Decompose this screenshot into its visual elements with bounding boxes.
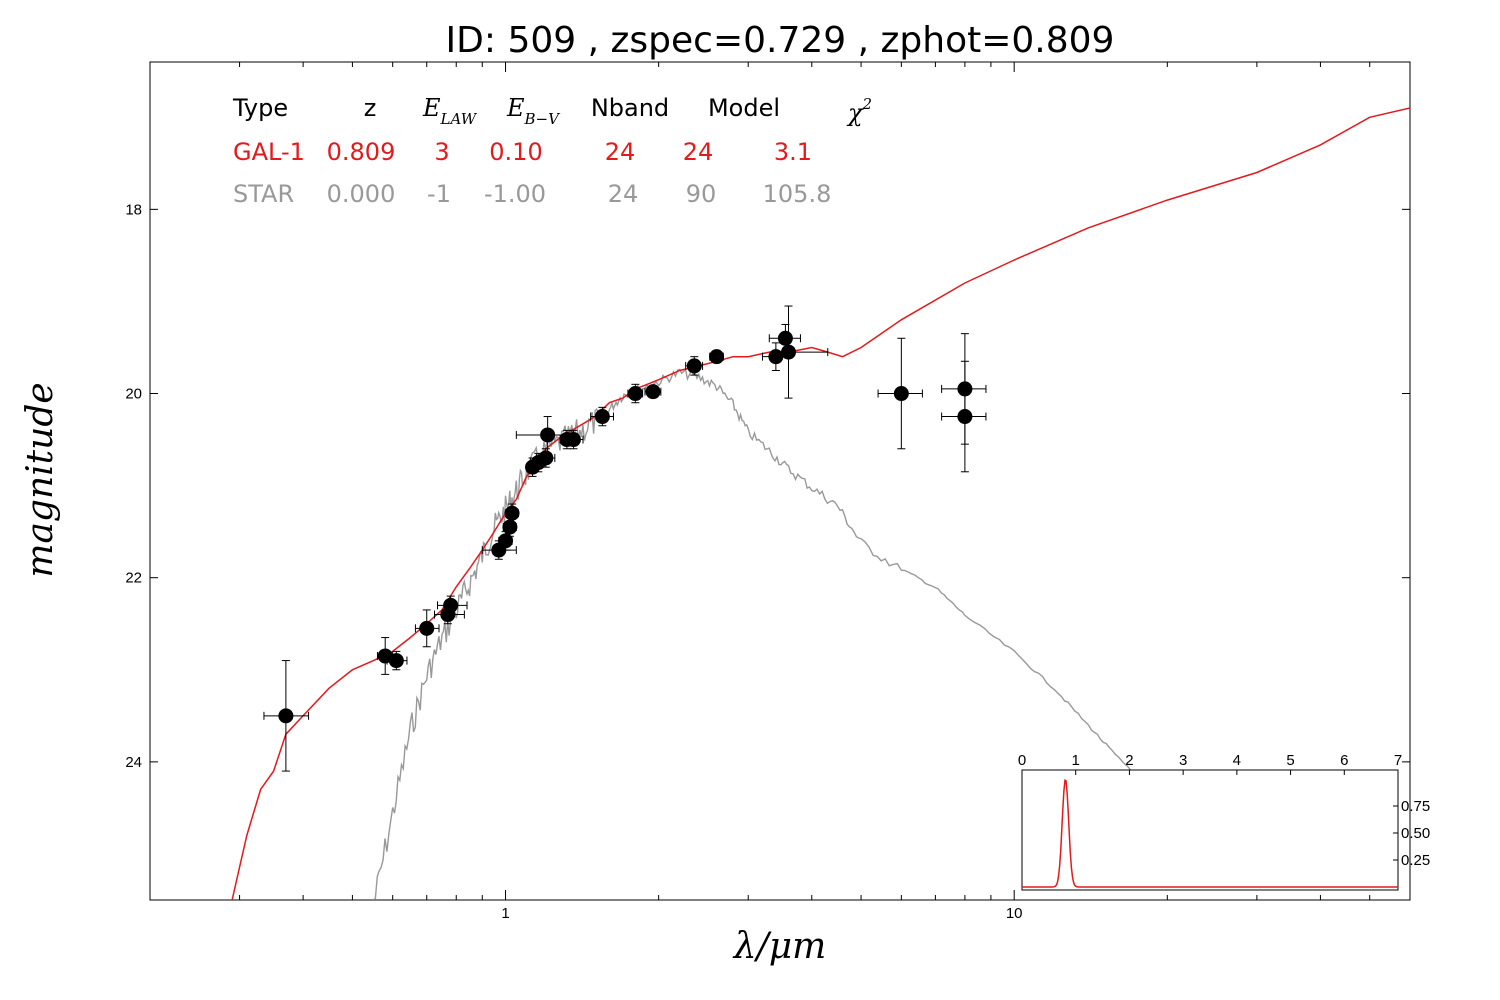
star-nband: 24 [608, 180, 639, 208]
photometry-marker [645, 384, 661, 400]
inset-frame [1021, 769, 1399, 891]
inset-x-tick-label: 2 [1125, 752, 1133, 769]
photometry-point [504, 503, 520, 523]
gal-model: 24 [683, 138, 714, 166]
inset-x-tick-label: 7 [1394, 752, 1402, 769]
photometry-marker [540, 427, 556, 443]
inset-x-tick-label: 1 [1072, 752, 1080, 769]
photometry-marker [709, 349, 725, 365]
photometry-point [263, 660, 310, 772]
photometry-point [437, 595, 468, 616]
star-ebv: -1.00 [484, 180, 546, 208]
photometry-marker [781, 344, 797, 360]
photometry-point [590, 406, 614, 427]
photometry-marker [565, 432, 581, 448]
gal-type: GAL-1 [233, 138, 305, 166]
photometry-marker [777, 330, 793, 346]
header-chi2: χ2 [846, 95, 872, 127]
photometry-marker [957, 409, 973, 425]
star-z: 0.000 [327, 180, 396, 208]
gal-z: 0.809 [327, 138, 396, 166]
y-tick-label: 24 [125, 754, 142, 771]
photometry-marker [893, 386, 909, 402]
inset-x-tick-label: 4 [1233, 752, 1241, 769]
inset-x-tick-label: 0 [1018, 752, 1026, 769]
photometry-points [263, 305, 987, 772]
photometry-point [941, 360, 987, 473]
header-ebv: EB−V [506, 94, 561, 128]
gal-fit-row: GAL-1 0.809 3 0.10 24 24 3.1 [233, 138, 812, 166]
photometry-marker [419, 620, 435, 636]
header-nband: Nband [591, 94, 669, 122]
header-elaw: ELAW [422, 94, 478, 128]
star-model: 90 [686, 180, 717, 208]
photometry-point [775, 305, 829, 399]
photometry-marker [278, 708, 294, 724]
photometry-point [386, 650, 408, 671]
photometry-point [535, 448, 556, 468]
header-type: Type [232, 94, 288, 122]
y-axis-label: magnitude [20, 382, 61, 577]
photometry-marker [768, 349, 784, 365]
photometry-point [376, 637, 394, 675]
star-fit-row: STAR 0.000 -1 -1.00 24 90 105.8 [233, 180, 831, 208]
photometry-point [768, 323, 801, 353]
photometry-marker [504, 505, 520, 521]
gal-elaw: 3 [434, 138, 449, 166]
inset-x-tick-label: 3 [1179, 752, 1187, 769]
plot-frame [149, 61, 1411, 901]
fit-summary-table: Type z ELAW EB−V Nband Model χ2 GAL-1 0.… [232, 94, 872, 208]
x-axis-ticks: 1 10 [149, 62, 1411, 922]
photometry-point [627, 383, 644, 404]
photometry-point [685, 356, 704, 376]
photometry-marker [388, 653, 404, 669]
inset-x-tick-label: 5 [1286, 752, 1294, 769]
inset-y-tick-label: 0.75 [1401, 798, 1430, 815]
photometry-marker [502, 519, 518, 535]
photometry-point [761, 342, 790, 371]
photometry-marker [594, 409, 610, 425]
inset-x-ticks: 0 1 2 3 4 5 6 7 [1018, 752, 1402, 775]
photometry-point [709, 349, 725, 365]
inset-y-tick-label: 0.25 [1401, 852, 1430, 869]
x-tick-label: 1 [501, 905, 509, 922]
header-z: z [364, 94, 377, 122]
star-chi2: 105.8 [763, 180, 832, 208]
chart-title: ID: 509 , zspec=0.729 , zphot=0.809 [446, 20, 1115, 61]
photometry-marker [443, 597, 459, 613]
inset-x-tick-label: 6 [1340, 752, 1348, 769]
photometry-point [562, 429, 584, 450]
inset-y-ticks: 0.25 0.50 0.75 [1393, 798, 1430, 869]
x-axis-label: λ/μm [732, 926, 826, 967]
y-tick-label: 20 [125, 386, 142, 403]
photometry-point [877, 337, 923, 450]
gal-ebv: 0.10 [489, 138, 542, 166]
gal-chi2: 3.1 [774, 138, 812, 166]
photometry-point [941, 333, 987, 445]
photometry-marker [627, 386, 643, 402]
star-type: STAR [233, 180, 294, 208]
redshift-pdf-curve [1022, 778, 1398, 888]
x-tick-label: 10 [1006, 905, 1023, 922]
photometry-point [414, 609, 440, 648]
photometry-marker [686, 358, 702, 374]
photometry-marker [498, 533, 514, 549]
photometry-point [644, 384, 662, 400]
y-tick-label: 18 [125, 201, 142, 218]
star-elaw: -1 [427, 180, 451, 208]
gal-nband: 24 [605, 138, 636, 166]
y-tick-label: 22 [125, 570, 142, 587]
inset-y-tick-label: 0.50 [1401, 825, 1430, 842]
header-model: Model [708, 94, 780, 122]
photometry-marker [538, 450, 554, 466]
redshift-pdf-inset: 0 1 2 3 4 5 6 7 0.25 0.50 0.75 [1018, 752, 1430, 891]
